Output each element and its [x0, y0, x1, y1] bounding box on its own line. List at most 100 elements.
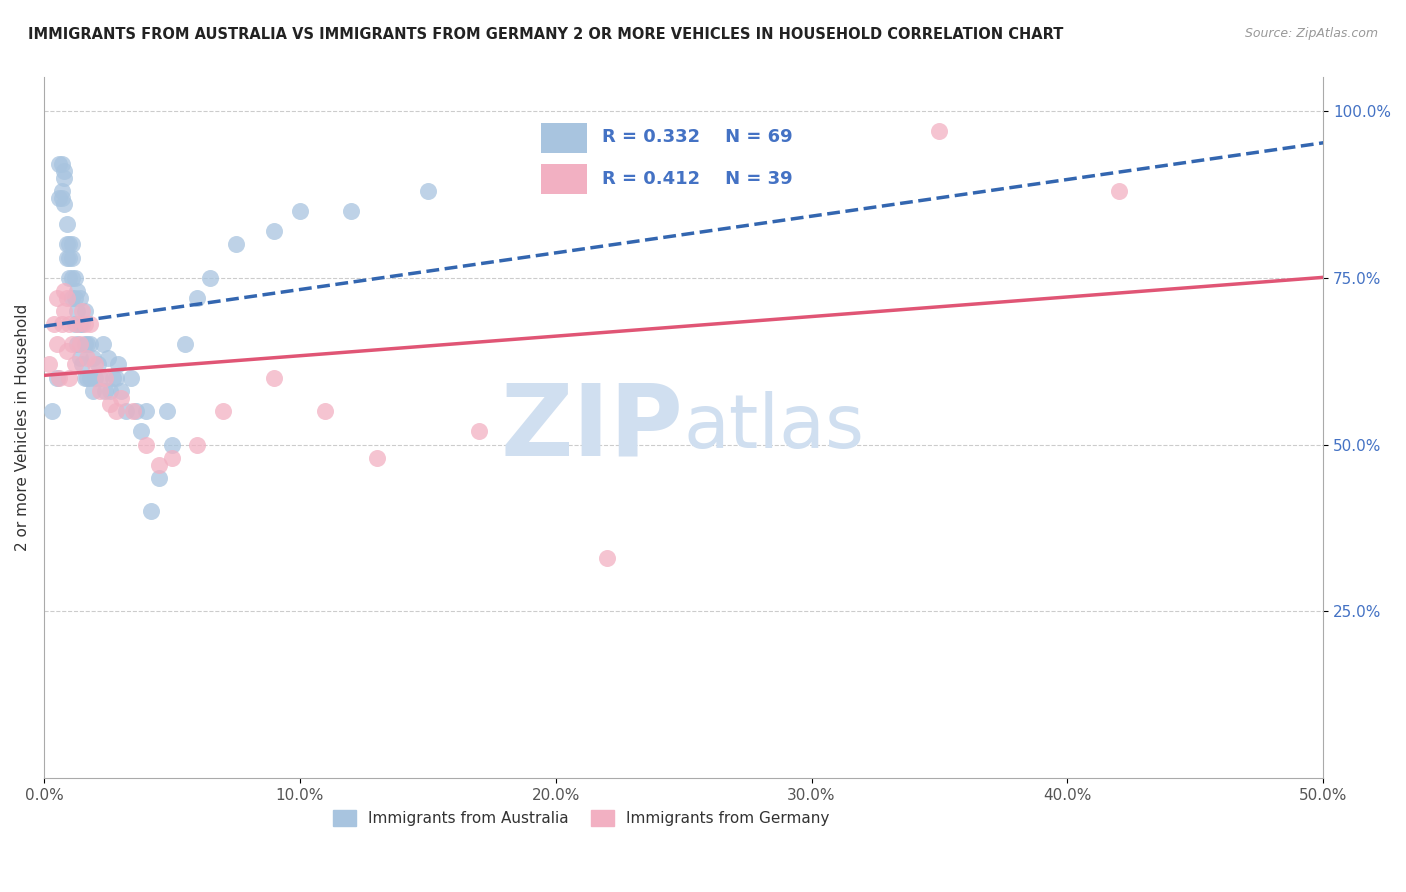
Point: [160, 450, 183, 465]
Point: [56, 217, 79, 231]
Point: [225, 237, 247, 252]
Point: [63, 358, 86, 372]
Point: [94, 384, 117, 398]
Point: [45, 337, 67, 351]
Point: [89, 384, 111, 398]
Point: [148, 458, 170, 472]
Point: [56, 344, 79, 359]
Point: [51, 184, 73, 198]
Point: [104, 371, 127, 385]
Point: [86, 358, 108, 372]
Point: [72, 358, 94, 372]
Point: [63, 270, 86, 285]
Point: [73, 318, 96, 332]
Point: [58, 318, 80, 332]
Point: [73, 371, 96, 385]
Point: [69, 351, 91, 365]
Point: [340, 203, 363, 218]
Y-axis label: 2 or more Vehicles in Household: 2 or more Vehicles in Household: [15, 304, 30, 551]
Point: [60, 337, 83, 351]
Point: [42, 318, 65, 332]
Point: [186, 291, 208, 305]
Point: [468, 424, 491, 438]
Point: [263, 371, 285, 385]
Point: [53, 170, 76, 185]
Point: [63, 318, 86, 332]
Point: [101, 371, 124, 385]
Point: [366, 450, 388, 465]
Point: [56, 237, 79, 252]
Point: [76, 351, 98, 365]
Point: [48, 190, 70, 204]
Point: [314, 404, 336, 418]
Point: [73, 337, 96, 351]
Point: [135, 437, 157, 451]
Legend: Immigrants from Australia, Immigrants from Germany: Immigrants from Australia, Immigrants fr…: [325, 803, 838, 834]
Point: [288, 203, 311, 218]
Point: [107, 358, 129, 372]
Point: [928, 124, 950, 138]
Point: [73, 304, 96, 318]
Point: [596, 551, 619, 566]
Point: [141, 504, 163, 518]
Point: [69, 318, 91, 332]
Point: [53, 304, 76, 318]
Point: [51, 190, 73, 204]
Point: [416, 184, 439, 198]
Point: [79, 337, 101, 351]
Point: [69, 291, 91, 305]
Point: [56, 291, 79, 305]
Text: atlas: atlas: [683, 392, 865, 465]
Point: [544, 170, 567, 185]
Point: [60, 237, 83, 252]
Point: [122, 404, 145, 418]
Point: [48, 157, 70, 171]
Point: [66, 337, 89, 351]
Point: [76, 371, 98, 385]
Point: [160, 437, 183, 451]
Point: [66, 284, 89, 298]
Point: [114, 404, 136, 418]
Point: [125, 404, 148, 418]
Point: [84, 358, 107, 372]
Point: [79, 371, 101, 385]
Point: [60, 251, 83, 265]
Point: [53, 164, 76, 178]
Point: [94, 371, 117, 385]
Point: [212, 404, 235, 418]
Point: [100, 384, 122, 398]
Point: [38, 358, 60, 372]
Point: [89, 371, 111, 385]
Point: [60, 270, 83, 285]
Point: [66, 304, 89, 318]
Point: [129, 424, 152, 438]
Point: [91, 337, 114, 351]
Point: [41, 404, 63, 418]
Point: [72, 304, 94, 318]
Point: [53, 284, 76, 298]
Point: [60, 291, 83, 305]
Point: [45, 291, 67, 305]
Text: Source: ZipAtlas.com: Source: ZipAtlas.com: [1244, 27, 1378, 40]
Point: [148, 471, 170, 485]
Point: [135, 404, 157, 418]
Point: [79, 318, 101, 332]
Point: [58, 270, 80, 285]
Point: [1108, 184, 1130, 198]
Point: [263, 224, 285, 238]
Point: [53, 197, 76, 211]
Point: [48, 371, 70, 385]
Point: [51, 318, 73, 332]
Point: [156, 404, 179, 418]
Point: [58, 371, 80, 385]
Point: [63, 291, 86, 305]
Point: [58, 237, 80, 252]
Point: [200, 270, 222, 285]
Point: [110, 391, 132, 405]
Point: [84, 371, 107, 385]
Point: [82, 384, 104, 398]
Point: [76, 337, 98, 351]
Point: [110, 384, 132, 398]
Point: [173, 337, 195, 351]
Point: [69, 337, 91, 351]
